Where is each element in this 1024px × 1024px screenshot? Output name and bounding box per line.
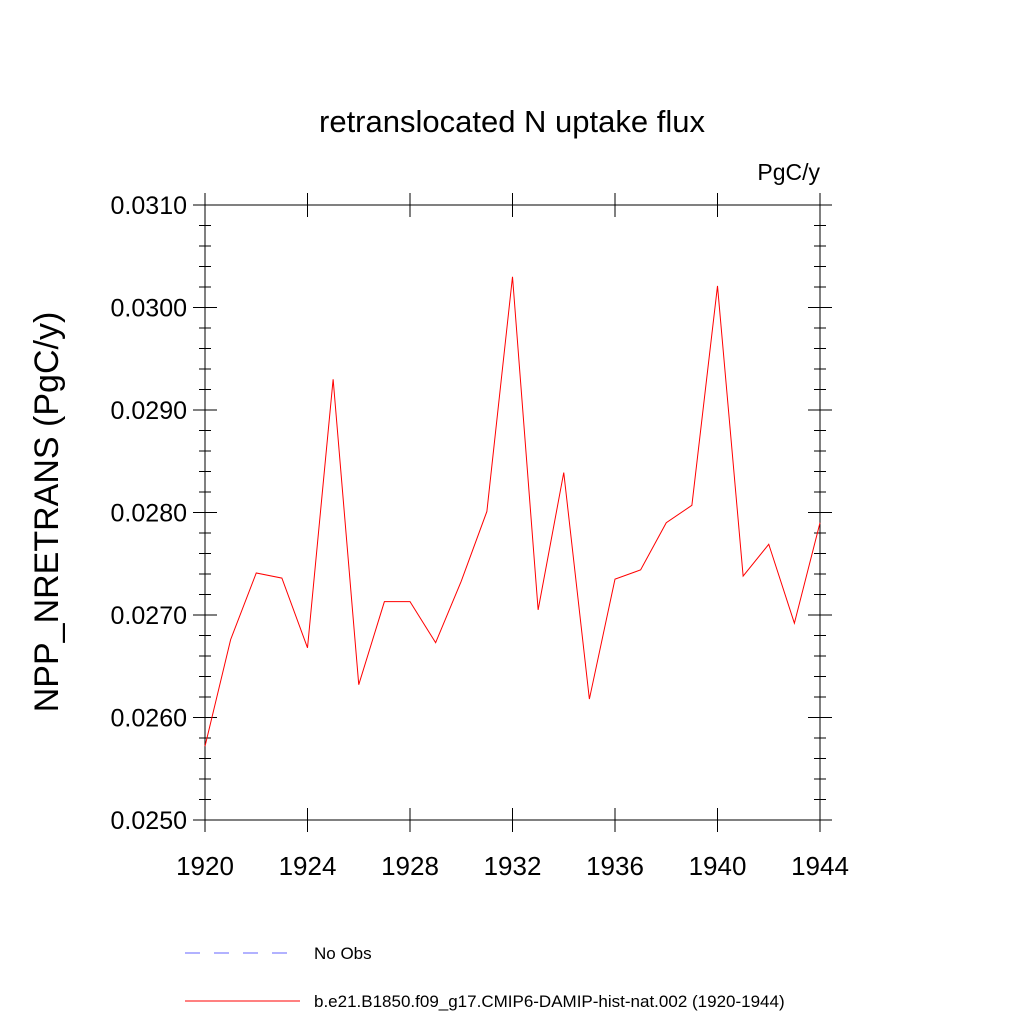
y-axis-title: NPP_NRETRANS (PgC/y) (28, 312, 66, 713)
x-tick-label: 1932 (484, 851, 542, 881)
y-tick-label: 0.0270 (111, 602, 187, 630)
series-line-1 (204, 276, 821, 747)
legend-label-1: b.e21.B1850.f09_g17.CMIP6-DAMIP-hist-nat… (314, 992, 785, 1011)
x-tick-label: 1920 (176, 851, 234, 881)
y-tick-label: 0.0280 (111, 500, 187, 528)
y-tick-label: 0.0310 (111, 192, 187, 220)
plot-axes: 0.0250 0.0260 0.0270 0.0280 0.0290 0.0300 0.03… (111, 192, 849, 881)
x-tick-label: 1944 (791, 851, 849, 881)
y-tick-label: 0.0260 (111, 705, 187, 733)
y-tick-label: 0.0290 (111, 397, 187, 425)
plot-frame (204, 204, 821, 821)
legend-label-0: No Obs (314, 944, 372, 963)
x-tick-label: 1924 (279, 851, 337, 881)
x-tick-label: 1928 (381, 851, 439, 881)
x-tick-label: 1936 (586, 851, 644, 881)
y-tick-label: 0.0250 (111, 807, 187, 835)
y-tick-label: 0.0300 (111, 295, 187, 323)
chart-units-label: PgC/y (757, 159, 820, 185)
x-tick-label: 1940 (689, 851, 747, 881)
chart-title: retranslocated N uptake flux (319, 104, 705, 139)
legend: No Obs b.e21.B1850.f09_g17.CMIP6-DAMIP-hi… (185, 944, 785, 1011)
plot-series (204, 276, 821, 747)
